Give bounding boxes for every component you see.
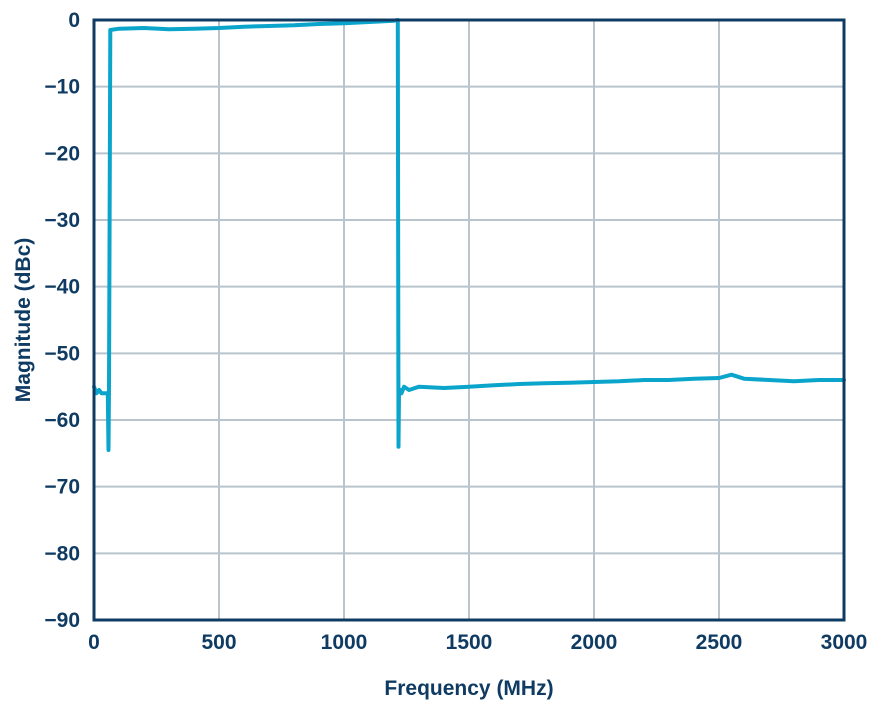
x-tick-label: 2500 <box>696 631 743 654</box>
y-tick-label: −90 <box>44 609 80 632</box>
x-axis-ticks: 0 500 1000 1500 2000 2500 3000 <box>88 631 867 654</box>
y-tick-label: −40 <box>44 276 80 299</box>
x-tick-label: 1500 <box>446 631 493 654</box>
plot-frame <box>92 18 846 622</box>
y-tick-label: −30 <box>44 209 80 232</box>
x-tick-label: 3000 <box>821 631 868 654</box>
series-line <box>92 18 846 452</box>
y-axis-ticks: 0 −10 −20 −30 −40 −50 −60 −70 −80 −90 <box>44 9 80 632</box>
y-tick-label: −60 <box>44 409 80 432</box>
x-tick-label: 0 <box>88 631 100 654</box>
y-tick-label: −50 <box>44 342 80 365</box>
y-tick-label: −20 <box>44 142 80 165</box>
x-axis-label: Frequency (MHz) <box>384 677 553 700</box>
x-tick-label: 1000 <box>321 631 368 654</box>
grid <box>94 20 844 620</box>
y-tick-label: −80 <box>44 542 80 565</box>
x-tick-label: 500 <box>201 631 236 654</box>
x-tick-label: 2000 <box>571 631 618 654</box>
y-tick-label: 0 <box>68 9 80 32</box>
y-tick-label: −10 <box>44 76 80 99</box>
y-tick-label: −70 <box>44 476 80 499</box>
y-axis-label: Magnitude (dBc) <box>12 238 35 402</box>
plot-series <box>92 18 846 452</box>
